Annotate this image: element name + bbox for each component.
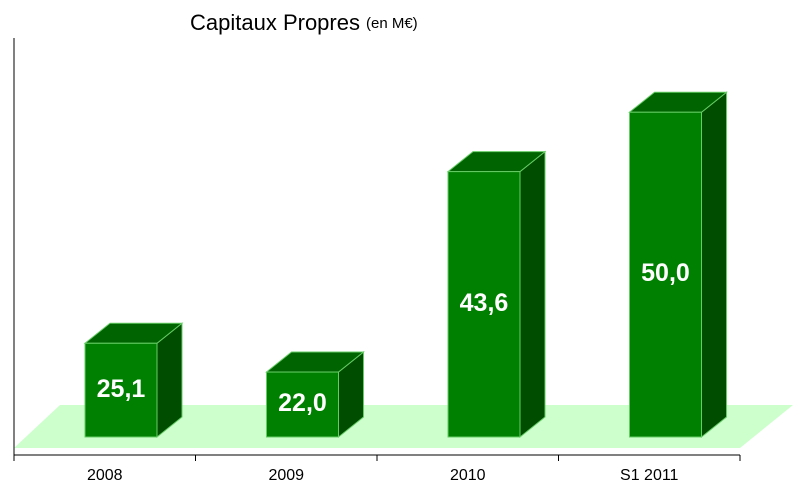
bar [84,342,158,438]
chart-title: Capitaux Propres (en M€) [190,10,418,35]
value-label: 25,1 [97,375,146,403]
bar [447,171,521,438]
value-label: 22,0 [278,389,327,417]
bar [266,371,339,438]
bar-side [701,91,727,439]
x-tick-label: 2009 [268,467,304,484]
x-tick-label: S1 2011 [620,467,679,484]
value-label: 50,0 [641,259,690,287]
bar [629,111,702,438]
floor [14,405,793,448]
subtitle: (en M€) [366,15,418,32]
title: Capitaux Propres [190,10,360,35]
x-tick-label: 2010 [450,467,486,484]
value-label: 43,6 [460,289,509,317]
x-tick-label: 2008 [87,467,123,484]
bar-side [519,150,546,439]
